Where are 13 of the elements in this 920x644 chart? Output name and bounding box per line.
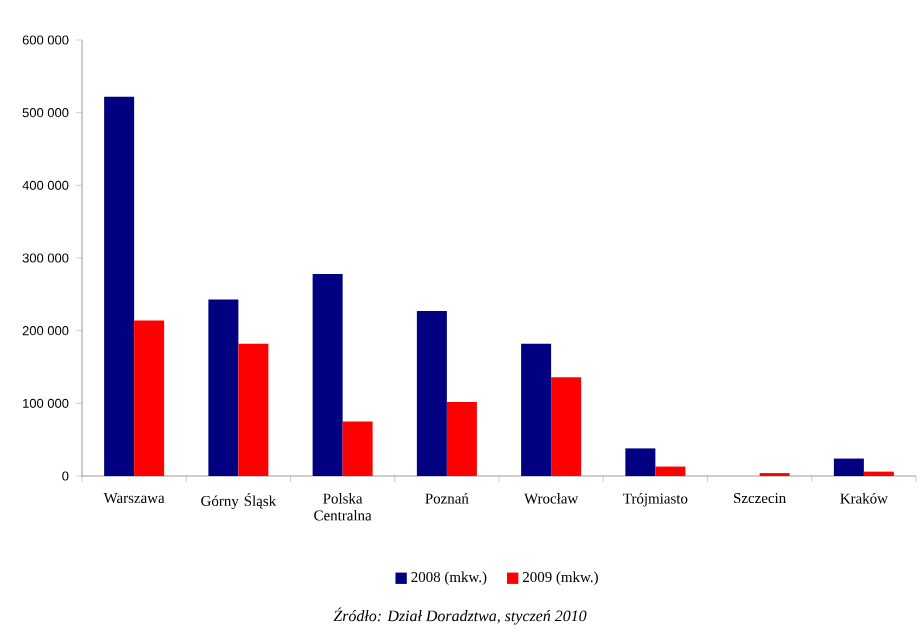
bar	[208, 299, 239, 476]
bar	[833, 458, 864, 476]
bar	[416, 311, 447, 476]
bar	[625, 448, 656, 476]
bar	[551, 377, 582, 476]
bar	[342, 421, 373, 476]
bar	[521, 343, 552, 476]
bar	[655, 466, 686, 476]
bar	[446, 401, 477, 476]
bar	[312, 273, 343, 476]
bar	[238, 343, 269, 476]
bar	[134, 320, 165, 476]
bar	[104, 96, 135, 476]
